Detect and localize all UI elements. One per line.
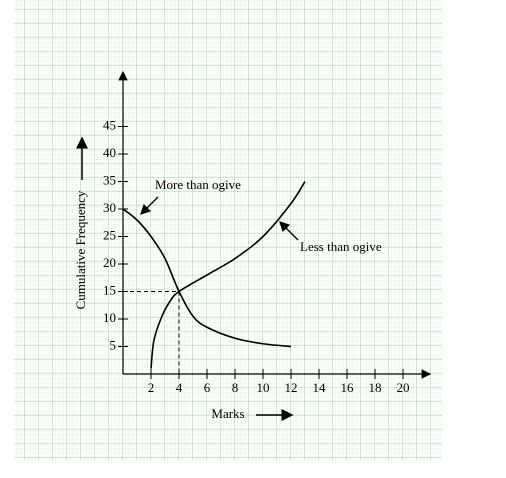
x-tick-label: 20 (397, 380, 410, 395)
x-tick-label: 4 (176, 380, 183, 395)
annotation-arrow (140, 196, 159, 215)
graph-paper (14, 0, 442, 460)
x-tick-label: 16 (341, 380, 355, 395)
x-tick-label: 8 (232, 380, 239, 395)
x-tick-label: 10 (257, 380, 270, 395)
y-tick-label: 25 (103, 227, 116, 242)
y-tick-label: 45 (103, 117, 116, 132)
y-tick-label: 20 (103, 255, 116, 270)
x-tick-label: 12 (285, 380, 298, 395)
y-tick-label: 15 (103, 282, 116, 297)
y-tick-label: 30 (103, 200, 116, 215)
y-tick-label: 5 (110, 337, 117, 352)
y-axis-label: Cumulative Frequency (73, 190, 88, 309)
annotation: More than ogive (155, 177, 241, 192)
x-tick-label: 2 (148, 380, 155, 395)
annotation-arrow (279, 221, 299, 241)
x-tick-label: 14 (313, 380, 327, 395)
x-axis-label: Marks (211, 406, 244, 421)
annotation: Less than ogive (300, 239, 382, 254)
ogive-curve (150, 181, 306, 369)
y-tick-label: 10 (103, 310, 116, 325)
x-tick-label: 18 (369, 380, 382, 395)
y-tick-label: 40 (103, 145, 116, 160)
y-tick-label: 35 (103, 172, 116, 187)
x-tick-label: 6 (204, 380, 211, 395)
ogive-curve (122, 208, 292, 348)
